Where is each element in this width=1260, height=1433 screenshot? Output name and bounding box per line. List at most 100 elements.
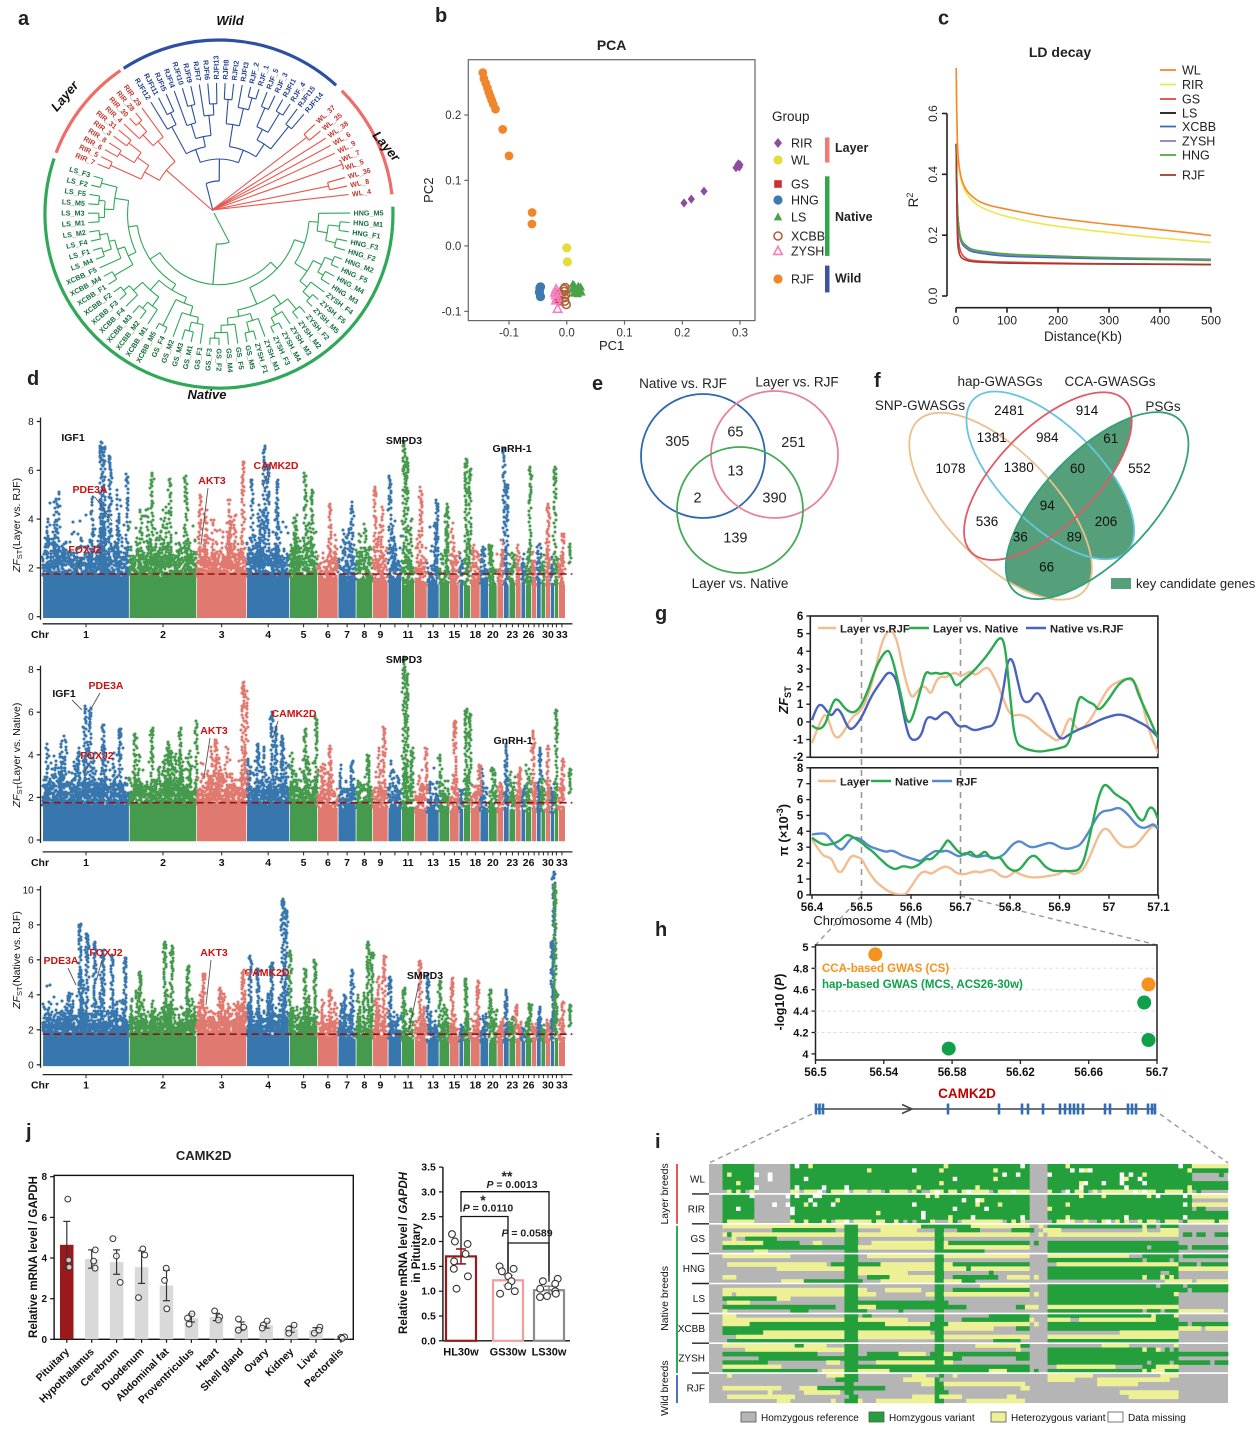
svg-text:65: 65 — [727, 425, 743, 441]
svg-text:P = 0.0013: P = 0.0013 — [486, 1179, 537, 1191]
svg-text:139: 139 — [723, 531, 747, 547]
svg-text:ZFST(Layer vs. RJF): ZFST(Layer vs. RJF) — [11, 478, 24, 573]
svg-text:0.5: 0.5 — [421, 1311, 436, 1323]
svg-text:2: 2 — [797, 682, 803, 694]
svg-text:0.0: 0.0 — [421, 1335, 436, 1347]
svg-text:Chr: Chr — [31, 1080, 49, 1092]
svg-text:GS_F1: GS_F1 — [192, 346, 204, 370]
svg-text:1: 1 — [83, 629, 89, 641]
svg-text:CCA-based GWAS (CS): CCA-based GWAS (CS) — [822, 963, 949, 975]
svg-text:P = 0.0110: P = 0.0110 — [463, 1203, 514, 1215]
svg-text:1.5: 1.5 — [421, 1261, 436, 1273]
svg-text:ZFST: ZFST — [776, 686, 793, 715]
svg-text:15: 15 — [449, 1080, 461, 1092]
svg-text:7: 7 — [797, 779, 803, 791]
svg-text:4: 4 — [28, 990, 34, 1001]
svg-text:18: 18 — [470, 857, 482, 869]
svg-text:Native breeds: Native breeds — [659, 1266, 671, 1331]
svg-text:3: 3 — [219, 857, 225, 869]
svg-text:18: 18 — [470, 629, 482, 641]
svg-text:Chromosome 4 (Mb): Chromosome 4 (Mb) — [813, 913, 932, 928]
svg-text:552: 552 — [1128, 461, 1151, 476]
svg-text:13: 13 — [427, 857, 439, 869]
svg-text:56.58: 56.58 — [938, 1067, 967, 1079]
svg-text:RIR: RIR — [688, 1204, 705, 1215]
svg-text:5: 5 — [301, 629, 307, 641]
svg-text:4: 4 — [797, 646, 804, 658]
svg-text:RJFt3: RJFt3 — [238, 61, 250, 82]
svg-text:4: 4 — [802, 1049, 809, 1061]
svg-text:0: 0 — [797, 717, 803, 729]
svg-text:RJFt7: RJFt7 — [191, 61, 203, 82]
svg-text:c: c — [938, 7, 949, 29]
svg-text:6: 6 — [28, 466, 34, 477]
svg-text:GS30w: GS30w — [490, 1347, 527, 1359]
svg-text:8: 8 — [28, 417, 34, 428]
svg-text:0.3: 0.3 — [732, 328, 748, 340]
svg-text:GS: GS — [691, 1234, 706, 1245]
svg-text:0.0: 0.0 — [445, 241, 461, 253]
svg-text:13: 13 — [427, 1080, 439, 1092]
svg-text:SMPD3: SMPD3 — [407, 970, 443, 982]
svg-text:GS_F2: GS_F2 — [215, 349, 224, 372]
svg-text:23: 23 — [507, 1080, 519, 1092]
svg-text:18: 18 — [470, 1080, 482, 1092]
svg-text:251: 251 — [781, 435, 805, 451]
svg-text:26: 26 — [523, 629, 535, 641]
svg-text:23: 23 — [507, 629, 519, 641]
svg-text:56.6: 56.6 — [900, 902, 922, 914]
svg-text:2: 2 — [28, 563, 34, 574]
svg-text:300: 300 — [1099, 314, 1119, 328]
svg-text:1.0: 1.0 — [421, 1286, 436, 1298]
svg-text:8: 8 — [797, 763, 804, 775]
svg-text:hap-based GWAS (MCS, ACS26-30w: hap-based GWAS (MCS, ACS26-30w) — [822, 979, 1023, 991]
svg-text:FOXJ2: FOXJ2 — [89, 947, 122, 959]
svg-text:15: 15 — [449, 629, 461, 641]
svg-text:**: ** — [502, 1168, 513, 1184]
svg-text:LD decay: LD decay — [1029, 44, 1091, 60]
svg-text:Native vs. RJF: Native vs. RJF — [639, 376, 727, 391]
svg-text:ZYSH: ZYSH — [1182, 135, 1215, 149]
svg-text:b: b — [435, 5, 447, 27]
svg-text:Layer breeds: Layer breeds — [659, 1163, 671, 1224]
svg-text:0.6: 0.6 — [926, 105, 940, 122]
svg-text:LS_F4: LS_F4 — [65, 237, 88, 250]
svg-text:Relative mRNA level / GAPDH: Relative mRNA level / GAPDH — [398, 1171, 410, 1334]
svg-text:LS_M2: LS_M2 — [62, 228, 86, 240]
svg-text:Native vs.RJF: Native vs.RJF — [1050, 624, 1124, 636]
svg-text:RIR: RIR — [791, 137, 813, 151]
svg-text:4: 4 — [265, 1080, 271, 1092]
svg-text:6: 6 — [28, 955, 34, 966]
svg-text:8: 8 — [361, 629, 367, 641]
svg-text:3: 3 — [219, 1080, 225, 1092]
svg-text:CAMK2D: CAMK2D — [176, 1148, 232, 1163]
svg-text:914: 914 — [1076, 403, 1099, 418]
svg-text:13: 13 — [727, 464, 743, 480]
svg-text:3: 3 — [797, 664, 803, 676]
svg-text:20: 20 — [487, 629, 499, 641]
svg-text:PC1: PC1 — [599, 338, 624, 353]
svg-text:*: * — [480, 1192, 486, 1208]
svg-text:0: 0 — [42, 1335, 48, 1346]
svg-text:Data missing: Data missing — [1128, 1413, 1186, 1424]
svg-text:LS: LS — [693, 1294, 706, 1305]
svg-text:23: 23 — [507, 857, 519, 869]
svg-text:h: h — [655, 919, 667, 941]
svg-text:i: i — [655, 1131, 661, 1153]
svg-text:33: 33 — [556, 857, 568, 869]
svg-text:Layer vs. Native: Layer vs. Native — [692, 576, 789, 591]
svg-text:4: 4 — [797, 826, 804, 838]
svg-text:15: 15 — [449, 857, 461, 869]
svg-text:CAMK2D: CAMK2D — [938, 1086, 996, 1101]
svg-text:57.1: 57.1 — [1147, 902, 1170, 914]
svg-text:56.5: 56.5 — [850, 902, 873, 914]
svg-text:P = 0.0589: P = 0.0589 — [501, 1228, 552, 1240]
svg-text:XCBB: XCBB — [678, 1324, 706, 1335]
svg-text:Layer vs. Native: Layer vs. Native — [933, 624, 1018, 636]
svg-text:5: 5 — [802, 942, 808, 954]
svg-text:PDE3A: PDE3A — [43, 955, 78, 967]
svg-text:ZFST(Native vs. RJF): ZFST(Native vs. RJF) — [11, 911, 24, 1010]
svg-text:6: 6 — [325, 629, 331, 641]
svg-text:RJFt8: RJFt8 — [221, 59, 231, 79]
svg-text:4: 4 — [265, 857, 271, 869]
